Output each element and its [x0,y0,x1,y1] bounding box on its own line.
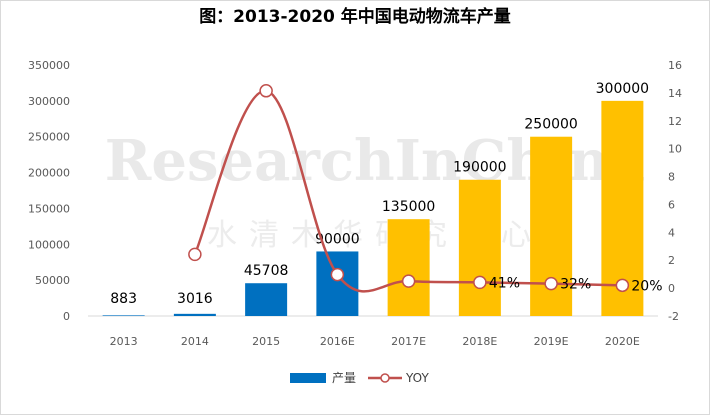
bar-data-labels: 883 3016 45708 90000 135000 190000 250000 30000… [110,81,649,307]
yoy-data-label: 32% [560,277,591,293]
bar [245,283,288,316]
legend-swatch-bar [290,373,326,383]
yoy-point [259,84,273,98]
right-axis-tick-label: 2 [668,254,675,267]
right-axis-tick-label: 14 [668,87,682,100]
bar-data-label: 250000 [524,117,577,133]
x-axis: 2013 2014 2015 2016E 2017E 2018E 2019E 2020E [88,315,658,348]
left-axis: 0 50000 100000 150000 200000 250000 300000 3500… [28,59,70,323]
yoy-point [615,278,630,293]
bar-data-label: 300000 [596,81,649,97]
left-axis-tick-label: 300000 [28,95,70,108]
bar-data-label: 3016 [177,291,213,307]
x-axis-tick-label: 2020E [605,335,640,348]
left-axis-tick-label: 50000 [35,274,70,287]
right-axis: -2 0 2 4 6 8 10 12 14 16 [668,59,682,323]
bar-data-label: 190000 [453,160,506,176]
right-axis-tick-label: 16 [668,59,682,72]
bar-data-label: 45708 [244,263,289,279]
bar [173,313,216,316]
left-axis-tick-label: 350000 [28,59,70,72]
right-axis-tick-label: 8 [668,171,675,184]
right-axis-tick-label: 6 [668,198,675,211]
yoy-data-label: 41% [489,275,520,291]
legend-label-yoy: YOY [405,371,429,385]
yoy-line-series [188,84,630,293]
right-axis-tick-label: 0 [668,282,675,295]
legend: 产量 YOY [290,371,429,385]
x-axis-tick-label: 2013 [110,335,138,348]
yoy-point [473,275,487,290]
x-axis-tick-label: 2016E [320,335,355,348]
left-axis-tick-label: 0 [63,310,70,323]
bar-data-label: 90000 [315,231,360,247]
yoy-point [188,247,202,262]
bar [387,219,430,316]
bar [316,251,359,316]
yoy-line-path [193,89,623,293]
legend-marker-circle [380,373,390,383]
x-axis-tick-label: 2015 [252,335,280,348]
x-axis-tick-label: 2019E [534,335,569,348]
right-axis-tick-label: 10 [668,143,682,156]
yoy-point [401,274,416,288]
bar [458,179,501,316]
bar-data-label: 883 [110,291,137,307]
yoy-point [330,267,345,282]
x-axis-tick-label: 2017E [391,335,426,348]
right-axis-tick-label: 4 [668,226,675,239]
yoy-data-labels: 41% 32% 20% [489,275,663,294]
yoy-data-label: 20% [631,278,662,294]
left-axis-tick-label: 200000 [28,167,70,180]
left-axis-tick-label: 250000 [28,131,70,144]
legend-label-production: 产量 [332,371,356,385]
left-axis-tick-label: 100000 [28,238,70,251]
right-axis-tick-label: -2 [668,310,679,323]
bar [102,315,145,316]
chart-title: 图：2013-2020 年中国电动物流车产量 [199,6,511,27]
bar-data-label: 135000 [382,199,435,215]
x-axis-tick-label: 2014 [181,335,209,348]
left-axis-tick-label: 150000 [28,202,70,215]
right-axis-tick-label: 12 [668,115,682,128]
yoy-point [544,276,558,291]
x-axis-tick-label: 2018E [462,335,497,348]
